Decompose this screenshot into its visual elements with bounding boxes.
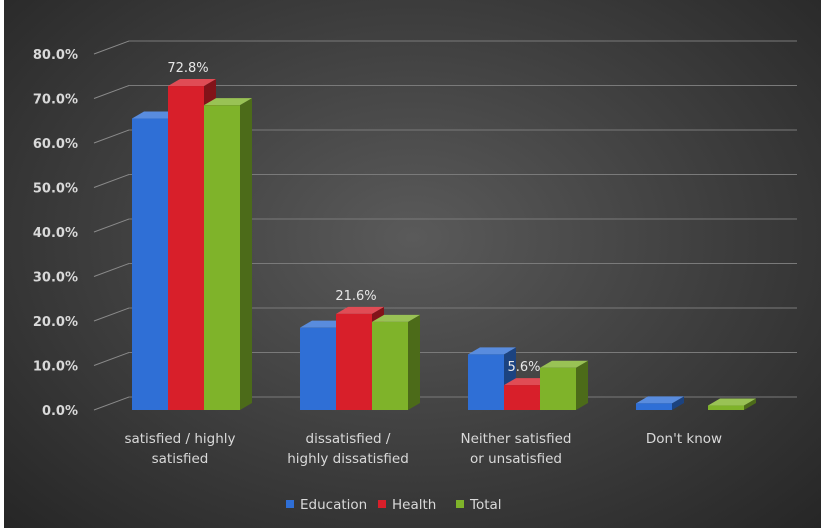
legend-label: Health [392,497,436,513]
bar-side [240,98,252,411]
gridline-depth [93,352,130,366]
y-tick-label: 40.0% [33,226,78,241]
gridline-depth [93,307,130,322]
bar-side [408,314,420,410]
bar-top [204,98,252,106]
y-tick-label: 70.0% [33,93,78,108]
bar-education [132,118,168,411]
bar-top [540,360,588,368]
x-category-label: Neither satisfied [461,431,572,447]
legend-swatch-total [456,500,464,508]
legend-label: Education [300,497,367,513]
bars [132,79,756,411]
gridline-depth [93,85,130,99]
bar-health [336,313,372,410]
bar-health [168,86,204,410]
gridline-depth [93,263,130,277]
bar-top [372,314,420,322]
bar-chart: 0.0% 10.0% 20.0% 30.0% 40.0% 50.0% 60.0% 70.0% 8… [33,40,797,513]
bar-total [708,405,744,410]
bar-education [636,403,672,410]
x-category-label: highly dissatisfied [287,451,409,467]
x-category-label: dissatisfied / [306,431,391,447]
legend: Education Health Total [286,497,502,513]
bar-top [336,306,384,314]
bar-top [636,396,684,404]
bar-side [576,360,588,410]
y-tick-label: 80.0% [33,48,78,63]
bar-side [744,398,756,410]
data-label: 5.6% [507,360,540,375]
bar-health [504,385,540,410]
legend-swatch-education [286,500,294,508]
x-category-label: satisfied / highly [124,431,235,447]
legend-label: Total [469,497,502,513]
y-tick-label: 30.0% [33,271,78,286]
gridline-depth [93,40,130,55]
chart-area: 0.0% 10.0% 20.0% 30.0% 40.0% 50.0% 60.0% 70.0% 8… [4,0,821,528]
x-category-label: Don't know [646,431,722,447]
data-label: 21.6% [335,289,376,304]
bar-top [168,79,216,87]
y-tick-label: 60.0% [33,137,78,152]
gridline-depth [93,218,130,233]
bar-education [300,327,336,410]
x-axis-category-labels: satisfied / highly satisfied dissatisfied … [124,431,722,467]
data-labels: 72.8% 21.6% 5.6% [167,61,540,375]
gridline-depth [93,129,130,144]
bar-total [204,105,240,411]
gridline-depth [93,396,130,411]
y-tick-label: 10.0% [33,360,78,375]
x-category-label: or unsatisfied [470,451,562,467]
bar-top [708,398,756,406]
bar-total [372,321,408,410]
data-label: 72.8% [167,61,208,76]
x-category-label: satisfied [152,451,209,467]
y-tick-label: 50.0% [33,182,78,197]
y-tick-label: 20.0% [33,315,78,330]
gridline-depth [93,174,130,188]
bar-top [468,347,516,355]
bar-side [672,396,684,410]
bar-total [540,367,576,410]
bar-education [468,354,504,410]
legend-swatch-health [378,500,386,508]
y-axis-tick-labels: 0.0% 10.0% 20.0% 30.0% 40.0% 50.0% 60.0% 70.0% 8… [33,48,78,419]
y-tick-label: 0.0% [42,404,78,419]
